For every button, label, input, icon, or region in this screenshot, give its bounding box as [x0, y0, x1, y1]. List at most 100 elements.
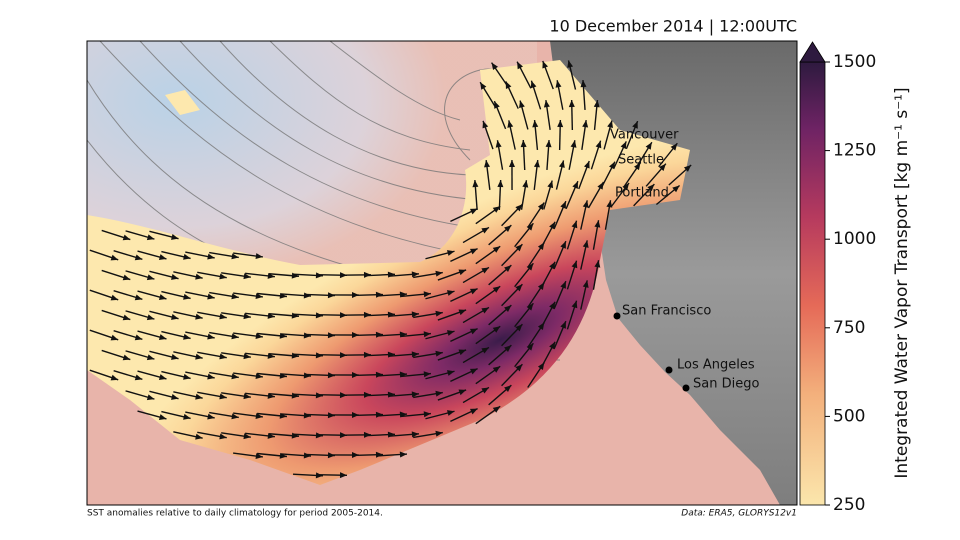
- wind-arrow-head: [110, 374, 119, 381]
- wind-arrow-head: [243, 433, 251, 440]
- wind-arrow-head: [504, 385, 512, 393]
- wind-arrow-head: [469, 408, 478, 415]
- wind-arrow-head: [411, 391, 419, 398]
- city-label: San Diego: [693, 377, 759, 392]
- wind-arrow-head: [423, 291, 431, 298]
- wind-arrow-head: [672, 185, 680, 193]
- wind-arrow-head: [526, 303, 534, 311]
- wind-arrow-head: [481, 307, 489, 314]
- wind-arrow-head: [567, 60, 574, 68]
- wind-arrow-head: [110, 294, 119, 301]
- city-label: San Francisco: [622, 304, 711, 319]
- wind-arrow-head: [537, 202, 545, 210]
- wind-arrow-head: [683, 164, 692, 172]
- colorbar-tick-label: 250: [833, 495, 865, 515]
- wind-arrow-head: [645, 142, 652, 150]
- wind-arrow-head: [582, 280, 589, 288]
- wind-arrow-head: [219, 313, 227, 320]
- wind-arrow-head: [399, 451, 407, 458]
- wind-arrow-head: [595, 140, 602, 149]
- wind-arrow-head: [571, 260, 578, 269]
- wind-arrow-head: [549, 221, 556, 230]
- wind-arrow-head: [647, 184, 655, 192]
- wind-arrow-head: [560, 321, 566, 329]
- wind-arrow-head: [411, 351, 419, 358]
- wind-arrow-head: [255, 333, 263, 340]
- colorbar-label: Integrated Water Vapor Transport [kg m⁻¹…: [892, 87, 912, 478]
- wind-arrow-head: [171, 394, 179, 400]
- wind-arrow-head: [446, 250, 455, 256]
- colorbar-tick-label: 1500: [833, 52, 876, 72]
- wind-arrow-head: [492, 286, 501, 293]
- wind-arrow-head: [522, 180, 529, 188]
- wind-arrow-head: [482, 120, 489, 129]
- wind-arrow-head: [492, 406, 501, 413]
- wind-arrow-head: [517, 61, 524, 70]
- colorbar-tick-label: 750: [833, 318, 865, 338]
- wind-arrow-head: [171, 314, 179, 320]
- wind-arrow-head: [146, 274, 155, 281]
- wind-arrow-head: [606, 200, 613, 208]
- wind-arrow-head: [484, 160, 490, 168]
- wind-arrow-head: [207, 293, 215, 300]
- city-label: Seattle: [618, 153, 664, 168]
- wind-arrow-head: [532, 120, 539, 128]
- wind-arrow-head: [411, 431, 419, 438]
- wind-arrow-head: [195, 393, 203, 400]
- city-marker: [613, 312, 621, 320]
- wind-arrow-head: [515, 204, 523, 212]
- wind-arrow-head: [219, 433, 227, 440]
- wind-arrow-head: [423, 411, 431, 418]
- wind-arrow-head: [146, 234, 155, 241]
- wind-arrow-head: [508, 160, 515, 168]
- wind-arrow-head: [110, 334, 119, 341]
- wind-arrow-head: [243, 313, 251, 320]
- wind-arrow-head: [537, 242, 545, 250]
- wind-arrow-head: [158, 414, 167, 420]
- wind-arrow-head: [515, 324, 523, 332]
- wind-arrow-head: [134, 374, 143, 381]
- map: [87, 41, 797, 505]
- wind-arrow-head: [494, 101, 500, 109]
- wind-arrow-head: [622, 183, 630, 191]
- footnote-right: Data: ERA5, GLORYS12v1: [681, 509, 797, 519]
- wind-arrow-head: [492, 326, 501, 333]
- wind-arrow-head: [557, 120, 564, 128]
- wind-arrow-head: [658, 163, 666, 171]
- wind-arrow-head: [570, 140, 577, 148]
- wind-arrow-head: [530, 80, 537, 89]
- city-marker: [682, 384, 690, 392]
- wind-arrow-head: [481, 267, 489, 274]
- wind-arrow-head: [560, 241, 566, 249]
- wind-arrow-head: [571, 300, 578, 309]
- wind-arrow-head: [458, 389, 467, 396]
- wind-arrow-head: [593, 100, 600, 108]
- wind-arrow-head: [231, 333, 239, 340]
- wind-arrow-head: [481, 347, 489, 354]
- wind-arrow-head: [219, 353, 227, 360]
- wind-arrow-head: [183, 373, 191, 380]
- wind-arrow-head: [122, 314, 131, 321]
- wind-arrow-head: [183, 333, 191, 340]
- wind-arrow-head: [547, 180, 554, 189]
- wind-arrow-head: [526, 263, 534, 271]
- wind-arrow-head: [435, 430, 443, 437]
- wind-arrow-head: [481, 387, 489, 394]
- wind-arrow-head: [255, 453, 263, 460]
- wind-arrow-head: [122, 234, 131, 241]
- wind-arrow-head: [435, 270, 443, 277]
- wind-arrow-head: [560, 281, 566, 289]
- wind-arrow-head: [219, 273, 227, 280]
- wind-arrow-head: [495, 140, 502, 148]
- wind-arrow-head: [507, 120, 514, 128]
- wind-arrow-head: [582, 120, 589, 128]
- title: 10 December 2014 | 12:00UTC: [549, 17, 797, 36]
- wind-arrow-head: [580, 80, 587, 88]
- colorbar-tick-label: 500: [833, 406, 865, 426]
- wind-arrow-head: [255, 413, 263, 420]
- wind-arrow-head: [446, 370, 455, 376]
- wind-arrow-head: [446, 410, 455, 416]
- wind-arrow-head: [134, 294, 143, 301]
- wind-arrow-head: [435, 350, 443, 357]
- wind-arrow-head: [171, 354, 179, 360]
